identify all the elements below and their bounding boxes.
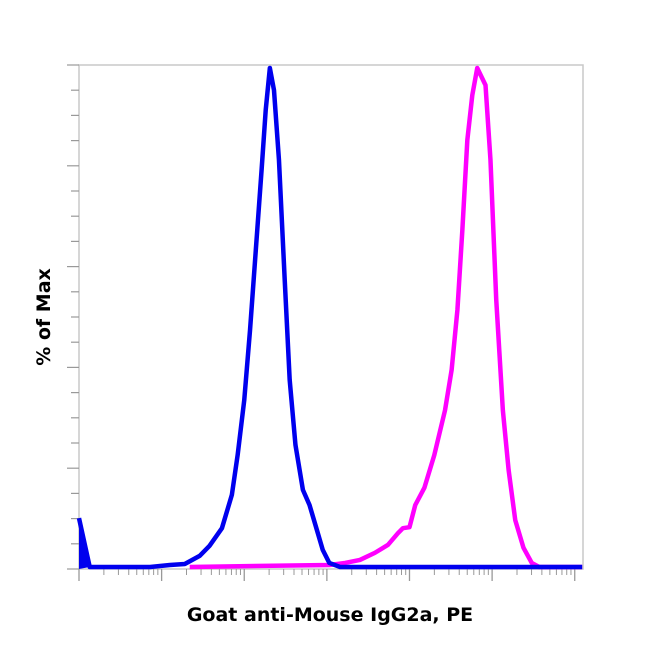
y-axis-label: % of Max [33, 268, 55, 366]
plot-frame [78, 64, 584, 570]
x-axis-label: Goat anti-Mouse IgG2a, PE [186, 604, 474, 626]
series-2-line [189, 65, 583, 570]
series-1-line [76, 65, 583, 570]
